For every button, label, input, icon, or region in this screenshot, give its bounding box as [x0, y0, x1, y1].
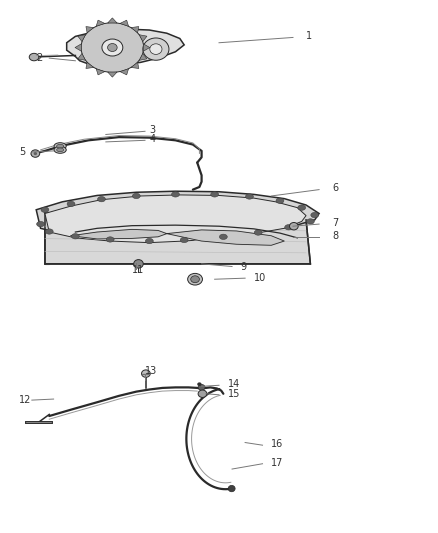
Text: 9: 9: [241, 262, 247, 271]
Ellipse shape: [71, 233, 79, 239]
Ellipse shape: [132, 193, 140, 199]
Ellipse shape: [150, 44, 162, 54]
Text: 1: 1: [306, 31, 312, 41]
Ellipse shape: [108, 44, 117, 52]
Polygon shape: [131, 62, 139, 68]
Polygon shape: [45, 214, 311, 264]
Ellipse shape: [219, 234, 227, 239]
Ellipse shape: [37, 221, 45, 227]
Ellipse shape: [46, 229, 53, 234]
Ellipse shape: [54, 143, 66, 150]
Ellipse shape: [311, 213, 319, 217]
Polygon shape: [67, 29, 184, 66]
Polygon shape: [71, 229, 167, 239]
Text: 14: 14: [228, 379, 240, 389]
Ellipse shape: [143, 38, 169, 60]
Ellipse shape: [54, 147, 66, 154]
Polygon shape: [120, 20, 129, 26]
Polygon shape: [96, 20, 105, 26]
Polygon shape: [78, 53, 85, 60]
Polygon shape: [86, 27, 94, 33]
Ellipse shape: [198, 390, 207, 398]
Ellipse shape: [57, 148, 64, 152]
Polygon shape: [131, 27, 139, 33]
Polygon shape: [75, 44, 81, 51]
Text: 6: 6: [332, 183, 338, 193]
Polygon shape: [120, 69, 129, 75]
Text: 10: 10: [254, 273, 266, 283]
Polygon shape: [45, 214, 49, 264]
Ellipse shape: [172, 192, 180, 197]
Text: 3: 3: [149, 125, 155, 135]
Polygon shape: [78, 35, 85, 42]
Text: 5: 5: [19, 147, 25, 157]
Polygon shape: [96, 69, 105, 75]
Ellipse shape: [141, 370, 150, 377]
Text: 7: 7: [332, 218, 339, 228]
Ellipse shape: [276, 198, 284, 204]
Polygon shape: [108, 18, 117, 23]
Ellipse shape: [191, 276, 199, 282]
Polygon shape: [86, 62, 94, 68]
Polygon shape: [108, 72, 117, 77]
Text: 2: 2: [36, 53, 42, 63]
Ellipse shape: [57, 144, 64, 148]
Ellipse shape: [254, 230, 262, 235]
Ellipse shape: [34, 152, 37, 155]
Text: 12: 12: [19, 395, 31, 405]
Ellipse shape: [180, 237, 188, 243]
Ellipse shape: [41, 207, 49, 213]
Ellipse shape: [246, 194, 253, 199]
Ellipse shape: [197, 382, 201, 386]
Ellipse shape: [102, 39, 123, 56]
Ellipse shape: [211, 192, 219, 197]
Polygon shape: [139, 53, 147, 60]
Polygon shape: [45, 195, 306, 243]
Ellipse shape: [198, 384, 205, 390]
Polygon shape: [36, 191, 319, 239]
Ellipse shape: [187, 273, 202, 285]
Ellipse shape: [298, 205, 306, 211]
Text: 8: 8: [332, 231, 338, 241]
Ellipse shape: [67, 201, 75, 207]
Ellipse shape: [98, 197, 106, 202]
Ellipse shape: [81, 23, 144, 72]
Text: 11: 11: [132, 265, 144, 274]
Ellipse shape: [29, 53, 39, 61]
Polygon shape: [143, 44, 150, 51]
Ellipse shape: [285, 224, 293, 230]
Text: 17: 17: [271, 458, 283, 467]
Ellipse shape: [106, 237, 114, 242]
Text: 4: 4: [149, 134, 155, 144]
Text: 15: 15: [228, 389, 240, 399]
Text: 13: 13: [145, 367, 157, 376]
Text: 16: 16: [271, 439, 283, 449]
Ellipse shape: [228, 486, 235, 492]
Ellipse shape: [145, 238, 153, 244]
Polygon shape: [167, 230, 284, 245]
Polygon shape: [139, 35, 147, 42]
Ellipse shape: [307, 219, 314, 224]
Ellipse shape: [290, 222, 298, 230]
Ellipse shape: [31, 150, 40, 157]
Ellipse shape: [134, 260, 143, 268]
